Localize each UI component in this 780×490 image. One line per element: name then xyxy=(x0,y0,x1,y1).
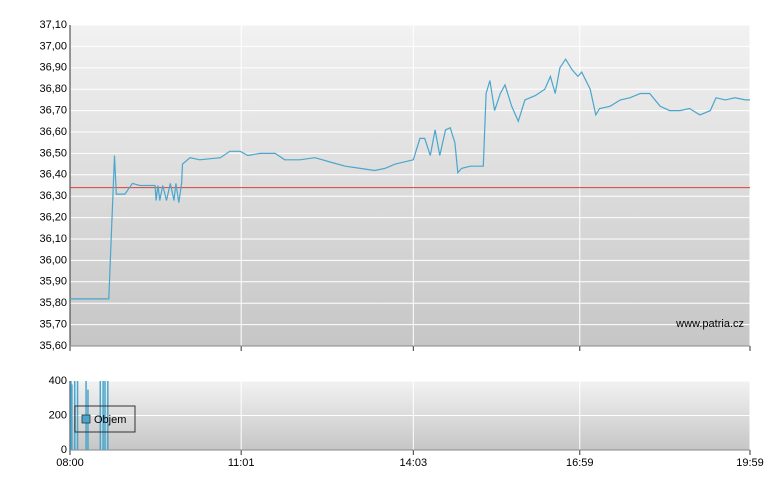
legend-box xyxy=(74,405,136,433)
y-tick-label: 36,20 xyxy=(39,212,67,224)
y-tick-label: 36,90 xyxy=(39,62,67,74)
legend-swatch xyxy=(81,414,91,424)
y-tick-label: 35,60 xyxy=(39,340,67,352)
price-plot-area xyxy=(70,25,750,346)
y-tick-label: 200 xyxy=(49,409,67,421)
y-tick-label: 36,60 xyxy=(39,126,67,138)
y-tick-label: 400 xyxy=(49,375,67,387)
y-tick-label: 36,80 xyxy=(39,83,67,95)
legend-label: Objem xyxy=(94,414,126,426)
y-tick-label: 0 xyxy=(61,444,67,456)
x-tick-label: 08:00 xyxy=(56,457,84,469)
x-tick-label: 16:59 xyxy=(566,457,594,469)
y-tick-label: 36,50 xyxy=(39,147,67,159)
y-tick-label: 36,00 xyxy=(39,254,67,266)
y-tick-label: 37,00 xyxy=(39,40,67,52)
y-tick-label: 36,30 xyxy=(39,190,67,202)
y-tick-label: 36,40 xyxy=(39,169,67,181)
x-tick-label: 11:01 xyxy=(228,457,255,469)
y-tick-label: 35,90 xyxy=(39,276,67,288)
x-tick-label: 19:59 xyxy=(736,457,764,469)
y-tick-label: 37,10 xyxy=(39,19,67,31)
y-tick-label: 35,80 xyxy=(39,297,67,309)
y-tick-label: 36,10 xyxy=(39,233,67,245)
y-tick-label: 35,70 xyxy=(39,319,67,331)
y-tick-label: 36,70 xyxy=(39,105,67,117)
watermark: www.patria.cz xyxy=(675,318,744,330)
x-tick-label: 14:03 xyxy=(400,457,428,469)
chart-layer: 35,60 35,70 35,80 35,90 36,00 36,10 36,20 36,30… xyxy=(39,19,763,469)
price-line xyxy=(70,58,750,300)
